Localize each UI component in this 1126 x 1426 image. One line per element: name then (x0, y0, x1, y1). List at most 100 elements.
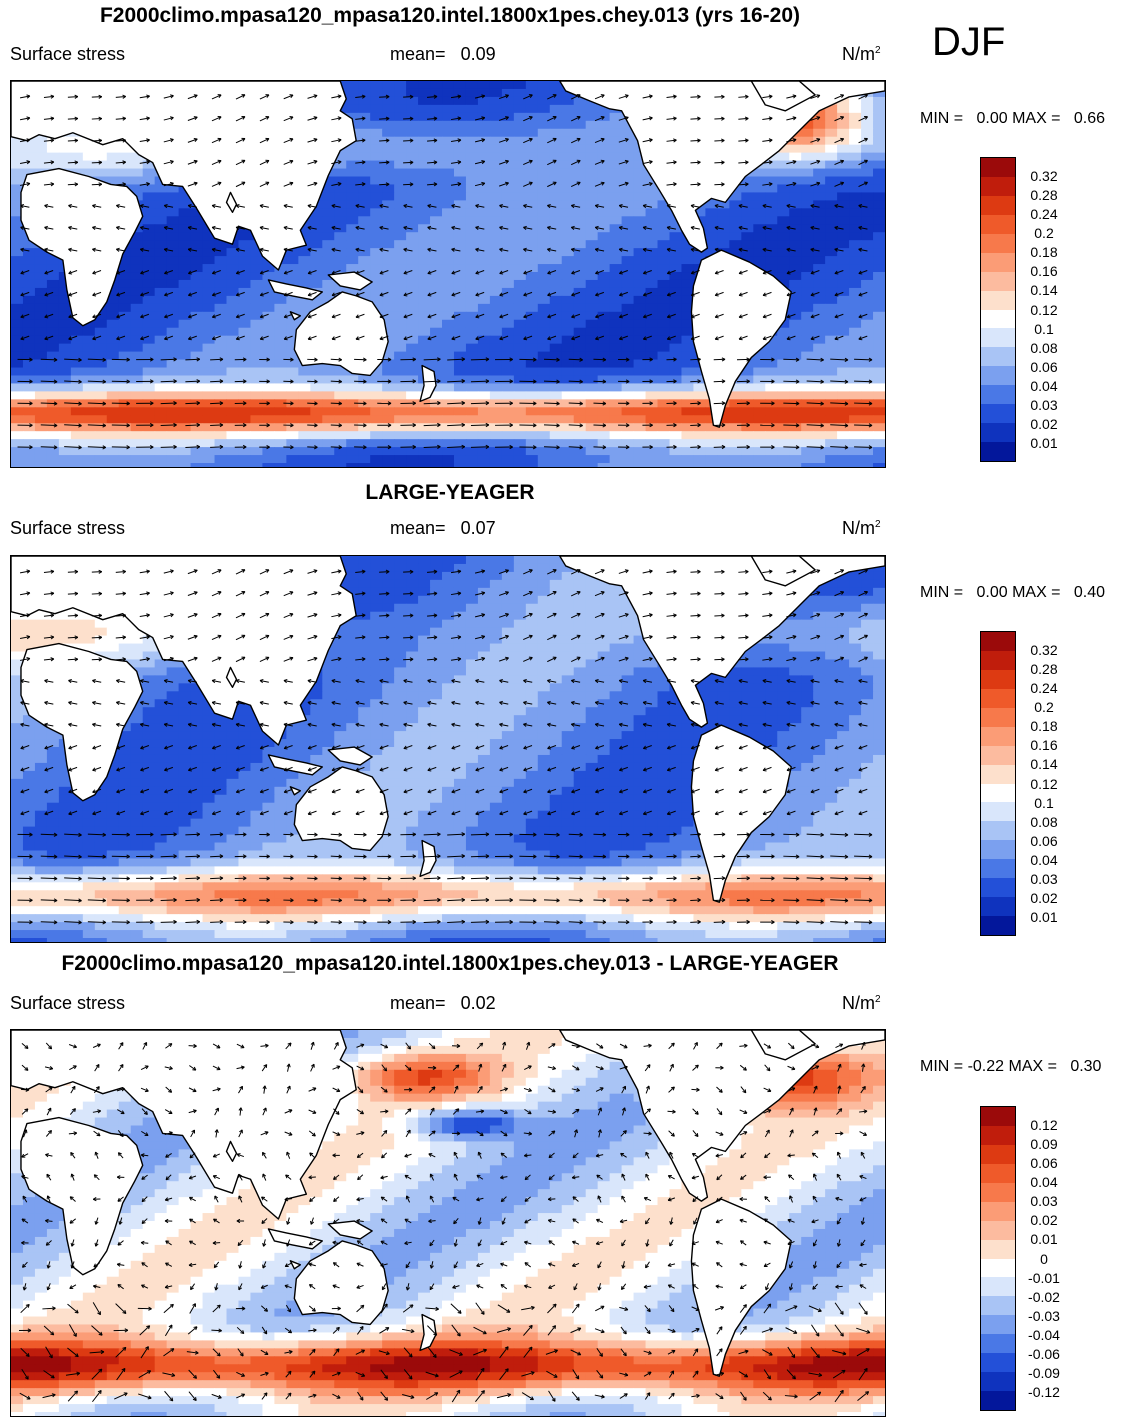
colorbar-swatch (981, 385, 1015, 405)
field-cell (609, 391, 623, 400)
wind-vector (594, 116, 605, 122)
wind-vector (523, 159, 533, 166)
field-cell (406, 200, 419, 209)
field-cell (645, 407, 659, 416)
wind-vector (830, 445, 849, 450)
field-cell (825, 611, 838, 621)
field-cell (861, 192, 874, 201)
field-cell (418, 160, 431, 170)
wind-vector (642, 291, 652, 297)
field-cell (226, 415, 239, 424)
field-cell (11, 287, 24, 297)
field-cell (346, 579, 359, 589)
field-cell (849, 208, 862, 217)
field-cell (849, 619, 862, 629)
field-cell (681, 383, 694, 392)
wind-vector (136, 401, 154, 406)
field-cell (705, 240, 718, 249)
field-cell (106, 431, 120, 440)
wind-vector (594, 159, 605, 165)
field-cell (453, 439, 467, 448)
field-cell (789, 359, 802, 369)
field-cell (765, 439, 778, 448)
field-cell (22, 303, 36, 313)
field-cell (430, 81, 443, 90)
field-cell (22, 627, 36, 637)
field-cell (681, 439, 694, 448)
wind-vector (17, 379, 33, 384)
field-cell (813, 415, 826, 424)
field-cell (406, 104, 419, 114)
field-cell (837, 319, 850, 329)
field-cell (370, 439, 383, 448)
field-cell (346, 144, 359, 154)
field-cell (621, 319, 635, 329)
field-cell (633, 351, 647, 361)
field-cell (106, 343, 120, 353)
colorbar-swatch (981, 252, 1015, 272)
field-cell (753, 200, 766, 209)
field-cell (453, 295, 467, 305)
wind-vector (355, 203, 365, 209)
field-cell (801, 160, 814, 170)
wind-vector (547, 225, 557, 230)
field-cell (250, 335, 263, 345)
field-cell (118, 319, 132, 329)
field-cell (58, 351, 72, 361)
field-cell (142, 423, 156, 432)
field-cell (442, 431, 455, 440)
field-cell (70, 635, 84, 645)
wind-vector (858, 181, 868, 188)
field-cell (430, 176, 443, 185)
field-cell (645, 391, 659, 400)
field-cell (561, 112, 575, 122)
field-cell (334, 383, 347, 392)
field-cell (453, 375, 467, 384)
field-cell (609, 144, 623, 154)
wind-vector (666, 138, 677, 143)
field-cell (94, 359, 108, 369)
field-cell (801, 455, 814, 464)
field-cell (813, 295, 826, 305)
field-cell (513, 112, 527, 122)
field-cell (561, 571, 575, 581)
field-cell (573, 367, 587, 376)
field-cell (669, 256, 682, 265)
field-cell (537, 256, 551, 265)
field-cell (346, 415, 359, 424)
field-cell (22, 335, 36, 345)
field-cell (34, 423, 48, 432)
field-cell (801, 216, 814, 225)
field-cell (442, 256, 455, 265)
field-cell (142, 287, 156, 297)
field-cell (597, 359, 611, 369)
field-cell (477, 556, 491, 565)
wind-vector (355, 335, 365, 341)
wind-vector (259, 423, 270, 428)
wind-vector (403, 182, 414, 187)
field-cell (825, 256, 838, 265)
wind-vector (736, 423, 750, 428)
wind-vector (210, 422, 224, 428)
field-cell (705, 415, 718, 424)
field-cell (286, 359, 299, 369)
field-cell (777, 168, 790, 178)
field-cell (82, 168, 96, 178)
field-cell (442, 81, 455, 90)
field-cell (430, 375, 443, 384)
field-cell (70, 319, 84, 329)
field-cell (178, 192, 192, 201)
field-cell (442, 264, 455, 273)
field-cell (621, 335, 635, 345)
field-cell (837, 295, 850, 305)
field-cell (549, 200, 563, 209)
field-cell (370, 447, 383, 456)
field-cell (465, 224, 479, 233)
field-cell (621, 248, 635, 257)
field-cell (418, 579, 431, 589)
wind-vector (571, 270, 581, 275)
field-cell (873, 216, 885, 225)
wind-vector (618, 247, 629, 252)
field-cell (657, 248, 670, 257)
wind-vector (92, 291, 102, 297)
